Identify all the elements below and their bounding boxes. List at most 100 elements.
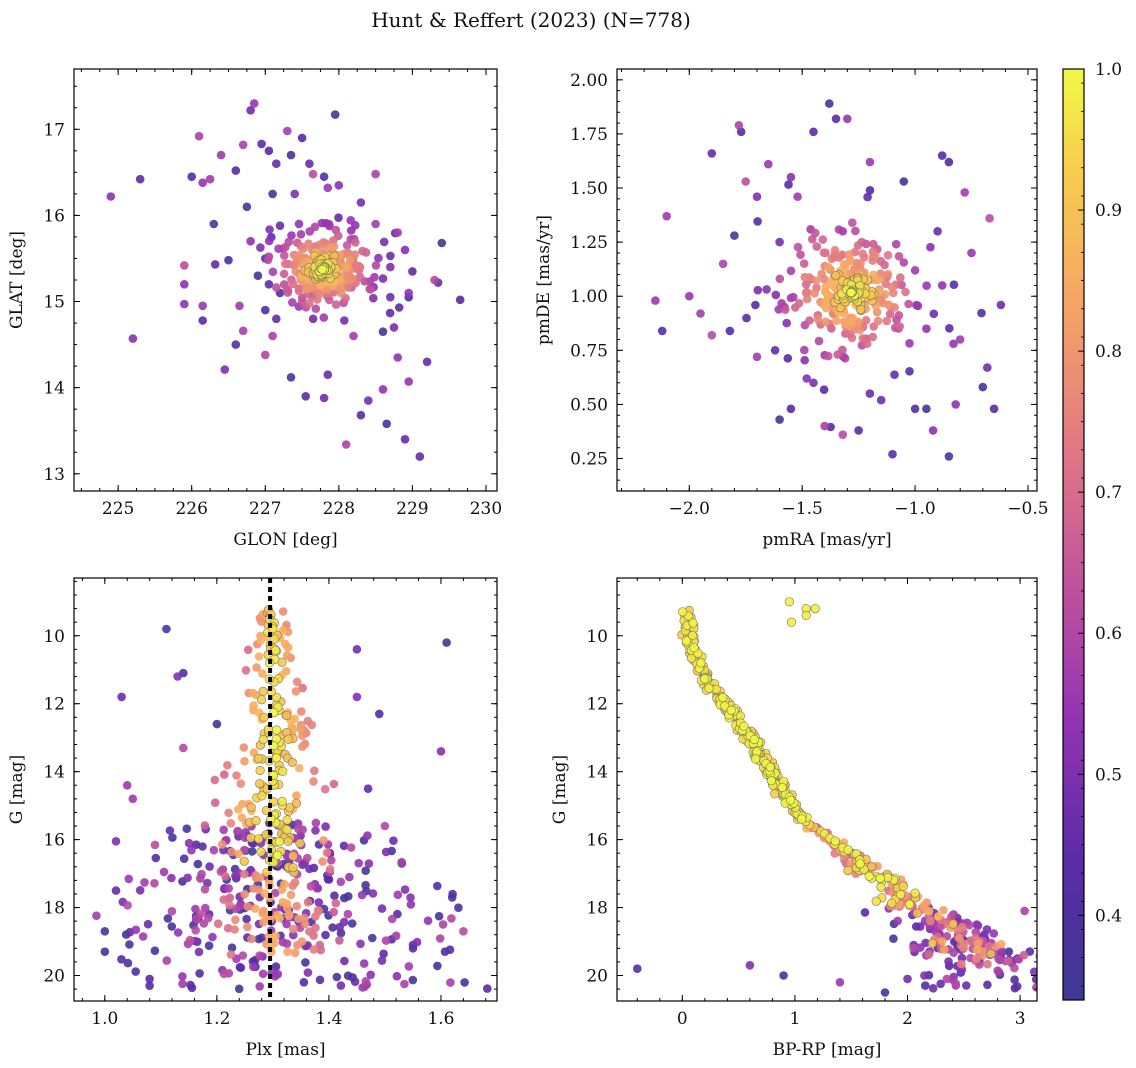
data-point: [268, 267, 278, 277]
data-point: [124, 874, 134, 884]
colorbar-tick-label: 1.0: [1095, 60, 1122, 80]
data-point: [894, 251, 904, 261]
data-point: [125, 940, 134, 949]
x-tick-label: 1.6: [427, 1009, 454, 1029]
data-point: [246, 236, 255, 246]
data-point: [331, 300, 341, 309]
data-point: [933, 912, 943, 921]
data-point: [210, 798, 220, 807]
data-point: [255, 873, 265, 882]
data-point: [382, 419, 392, 429]
data-point: [371, 261, 381, 270]
data-point: [833, 350, 842, 359]
data-point: [386, 251, 395, 261]
data-point: [282, 815, 292, 825]
data-point: [239, 743, 249, 752]
data-point: [220, 365, 230, 374]
data-point: [303, 853, 312, 863]
data-point: [306, 882, 316, 891]
data-point: [865, 389, 875, 398]
data-point: [753, 285, 763, 295]
data-point: [905, 339, 914, 348]
data-point: [315, 975, 325, 985]
data-point: [294, 824, 303, 834]
data-point: [288, 298, 297, 307]
data-point: [167, 922, 177, 931]
data-point: [340, 316, 349, 325]
data-point: [393, 353, 403, 362]
data-point: [782, 318, 791, 328]
data-point: [910, 888, 920, 898]
data-point: [779, 971, 788, 980]
data-point: [317, 218, 327, 228]
y-tick-label: 1.25: [570, 233, 608, 253]
data-point: [356, 198, 366, 207]
data-point: [178, 972, 187, 981]
data-point: [313, 906, 323, 915]
data-point: [385, 308, 395, 318]
data-point: [343, 275, 353, 284]
data-point: [243, 922, 252, 932]
data-point: [282, 919, 291, 929]
data-point: [342, 241, 352, 250]
data-point: [352, 692, 362, 702]
data-point: [173, 928, 183, 937]
y-tick-label: 12: [43, 695, 65, 715]
data-point: [978, 382, 988, 392]
data-point: [275, 913, 284, 923]
data-point: [235, 301, 244, 311]
data-point: [308, 169, 318, 179]
data-point: [334, 181, 344, 190]
data-point: [257, 695, 267, 705]
data-point: [270, 645, 281, 656]
data-point: [264, 236, 274, 246]
data-point: [219, 825, 228, 835]
data-point: [909, 943, 918, 953]
data-point: [922, 281, 931, 291]
y-tick-label: 1.75: [570, 125, 608, 145]
x-tick-label: 229: [396, 499, 428, 519]
data-point: [357, 890, 367, 900]
data-point: [797, 814, 807, 824]
data-point: [361, 977, 371, 986]
data-point: [280, 879, 289, 889]
data-point: [364, 859, 374, 868]
data-point: [318, 857, 327, 866]
data-point: [734, 121, 744, 130]
data-point: [868, 332, 878, 342]
data-point: [905, 367, 914, 376]
data-point: [896, 273, 905, 282]
data-point: [445, 945, 455, 954]
data-point: [438, 920, 448, 929]
data-point: [781, 305, 790, 315]
data-point: [195, 969, 204, 978]
data-point: [309, 777, 318, 786]
data-point: [336, 981, 346, 990]
data-point: [821, 298, 831, 308]
y-tick-label: 10: [43, 627, 65, 647]
data-point: [297, 937, 307, 946]
data-point: [865, 157, 875, 167]
data-point: [830, 836, 840, 846]
data-point: [217, 840, 227, 849]
data-point: [936, 979, 945, 989]
data-point: [386, 292, 395, 302]
data-point: [168, 833, 177, 842]
y-tick-label: 0.50: [570, 395, 608, 415]
x-tick-label: 1.2: [203, 1009, 230, 1029]
data-point: [885, 309, 895, 319]
data-point: [316, 945, 326, 955]
data-point: [286, 373, 296, 382]
data-point: [255, 778, 265, 789]
data-point: [294, 914, 303, 924]
data-point: [318, 246, 327, 255]
x-axis-label: pmRA [mas/yr]: [762, 530, 891, 550]
data-point: [765, 762, 775, 772]
y-tick-label: 0.75: [570, 341, 608, 361]
data-point: [282, 825, 292, 835]
data-point: [216, 150, 226, 160]
data-point: [832, 316, 841, 326]
data-point: [687, 630, 698, 641]
data-point: [397, 857, 407, 867]
data-point: [251, 816, 261, 826]
